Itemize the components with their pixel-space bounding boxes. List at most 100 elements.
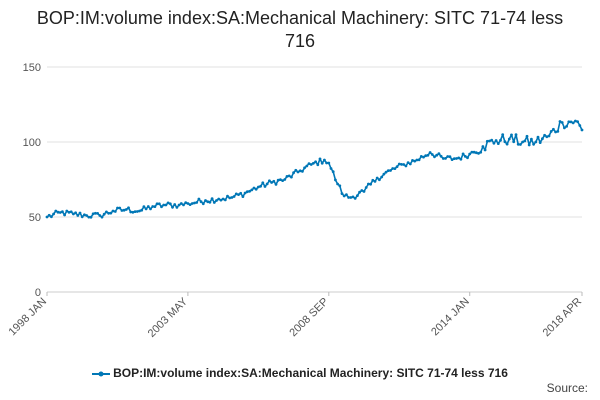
data-point[interactable]: [193, 201, 196, 205]
data-point[interactable]: [98, 214, 102, 217]
data-point[interactable]: [120, 209, 124, 212]
data-point[interactable]: [532, 142, 535, 146]
data-point[interactable]: [386, 169, 390, 173]
data-point[interactable]: [122, 208, 126, 212]
data-point[interactable]: [448, 155, 452, 159]
data-point[interactable]: [574, 119, 577, 123]
data-point[interactable]: [433, 155, 436, 159]
data-point[interactable]: [345, 193, 348, 197]
data-point[interactable]: [307, 162, 311, 166]
data-point[interactable]: [175, 206, 179, 209]
data-point[interactable]: [558, 120, 562, 123]
data-point[interactable]: [129, 210, 133, 214]
data-point[interactable]: [474, 151, 478, 155]
data-point[interactable]: [331, 170, 335, 174]
data-point[interactable]: [270, 181, 273, 184]
data-point[interactable]: [162, 203, 166, 207]
data-point[interactable]: [292, 171, 295, 175]
data-point[interactable]: [116, 206, 119, 210]
data-point[interactable]: [118, 206, 122, 210]
data-point[interactable]: [232, 195, 236, 198]
data-point[interactable]: [131, 210, 135, 214]
data-point[interactable]: [182, 203, 185, 207]
data-point[interactable]: [177, 203, 181, 207]
data-point[interactable]: [349, 196, 353, 199]
data-point[interactable]: [364, 186, 368, 189]
data-point[interactable]: [243, 191, 247, 195]
data-point[interactable]: [221, 197, 225, 201]
data-point[interactable]: [523, 139, 527, 143]
data-point[interactable]: [276, 178, 280, 182]
data-point[interactable]: [230, 196, 234, 199]
data-point[interactable]: [378, 178, 381, 182]
data-point[interactable]: [527, 143, 531, 147]
data-point[interactable]: [301, 170, 304, 173]
data-point[interactable]: [547, 134, 551, 138]
data-point[interactable]: [375, 176, 379, 180]
data-point[interactable]: [58, 211, 62, 214]
data-point[interactable]: [397, 162, 401, 166]
data-point[interactable]: [153, 205, 157, 209]
data-point[interactable]: [510, 133, 513, 137]
data-point[interactable]: [408, 162, 412, 166]
data-point[interactable]: [179, 202, 183, 205]
data-point[interactable]: [226, 194, 229, 198]
data-point[interactable]: [127, 206, 130, 210]
data-point[interactable]: [234, 192, 238, 196]
data-point[interactable]: [446, 155, 450, 158]
data-point[interactable]: [283, 178, 287, 181]
data-point[interactable]: [578, 124, 582, 127]
data-point[interactable]: [168, 202, 172, 206]
data-point[interactable]: [560, 121, 564, 124]
data-point[interactable]: [318, 157, 322, 161]
data-point[interactable]: [160, 205, 163, 209]
data-point[interactable]: [257, 185, 260, 189]
data-point[interactable]: [206, 200, 210, 204]
data-point[interactable]: [519, 143, 522, 146]
data-point[interactable]: [287, 174, 291, 178]
data-point[interactable]: [455, 157, 458, 160]
data-point[interactable]: [362, 190, 366, 193]
data-point[interactable]: [52, 212, 55, 216]
data-point[interactable]: [437, 152, 441, 156]
data-point[interactable]: [419, 155, 423, 158]
data-point[interactable]: [461, 152, 465, 156]
data-point[interactable]: [259, 184, 262, 188]
data-point[interactable]: [69, 210, 73, 214]
data-point[interactable]: [521, 140, 524, 144]
data-point[interactable]: [138, 209, 141, 213]
data-point[interactable]: [395, 165, 399, 169]
data-point[interactable]: [452, 157, 456, 161]
data-point[interactable]: [239, 191, 243, 195]
data-point[interactable]: [261, 181, 265, 185]
data-point[interactable]: [89, 215, 93, 219]
data-point[interactable]: [155, 202, 159, 206]
data-point[interactable]: [67, 210, 71, 214]
data-point[interactable]: [576, 120, 579, 123]
data-point[interactable]: [320, 161, 324, 165]
data-point[interactable]: [571, 121, 575, 125]
legend[interactable]: BOP:IM:volume index:SA:Mechanical Machin…: [0, 366, 600, 380]
data-point[interactable]: [479, 150, 483, 154]
data-point[interactable]: [430, 153, 434, 156]
data-point[interactable]: [428, 151, 432, 154]
data-point[interactable]: [545, 135, 549, 139]
data-point[interactable]: [109, 211, 113, 215]
data-point[interactable]: [146, 205, 150, 208]
data-point[interactable]: [157, 202, 161, 206]
data-point[interactable]: [369, 182, 372, 186]
data-point[interactable]: [463, 155, 467, 158]
data-point[interactable]: [426, 153, 430, 157]
data-point[interactable]: [272, 179, 276, 183]
data-point[interactable]: [186, 202, 190, 205]
data-point[interactable]: [294, 168, 298, 172]
data-point[interactable]: [411, 159, 414, 162]
data-point[interactable]: [541, 137, 544, 141]
data-point[interactable]: [391, 167, 395, 170]
data-point[interactable]: [173, 203, 177, 206]
data-point[interactable]: [265, 182, 269, 186]
data-point[interactable]: [54, 209, 58, 213]
data-point[interactable]: [124, 208, 128, 211]
data-point[interactable]: [140, 208, 144, 212]
data-point[interactable]: [274, 183, 278, 186]
